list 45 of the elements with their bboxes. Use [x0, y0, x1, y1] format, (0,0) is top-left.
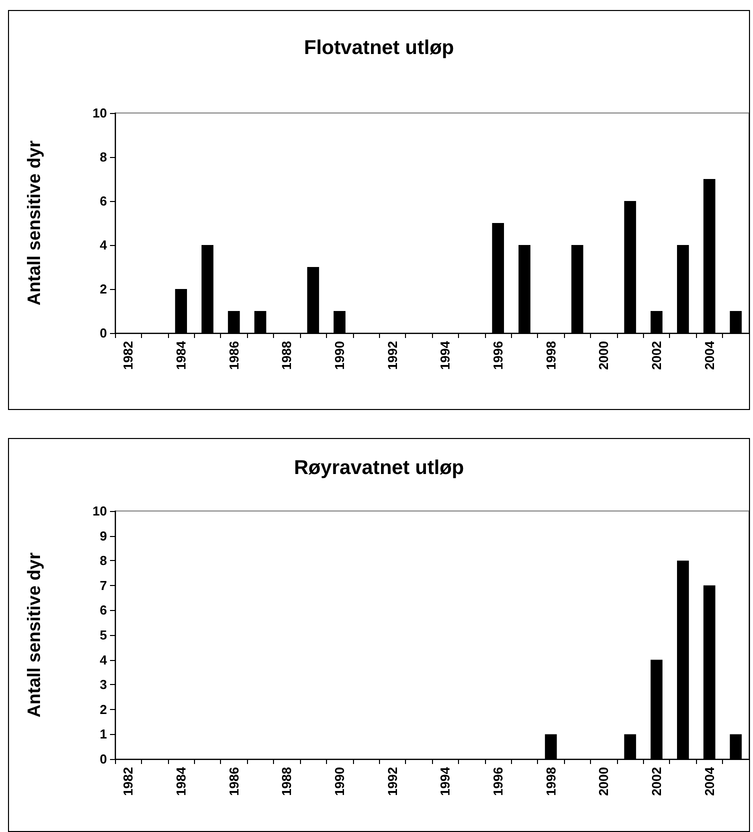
y-tick-label: 9: [100, 528, 107, 544]
y-tick-label: 2: [100, 282, 107, 296]
x-tick-label: 2000: [596, 341, 612, 370]
y-tick-label: 0: [100, 326, 107, 340]
y-tick-label: 4: [100, 238, 108, 252]
x-tick-label: 1996: [490, 341, 506, 370]
x-tick-label: 1994: [438, 340, 453, 370]
x-tick-label: 1986: [226, 341, 242, 370]
y-axis-title: Antall sensitive dyr: [24, 552, 44, 718]
y-tick-label: 6: [100, 194, 107, 208]
x-tick-label: 2000: [596, 767, 612, 796]
x-tick-label: 1984: [174, 340, 189, 370]
x-tick-label: 1996: [490, 767, 506, 796]
y-tick-label: 7: [100, 578, 107, 593]
x-tick-label: 1986: [226, 767, 242, 796]
y-tick-label: 2: [100, 702, 107, 717]
y-tick-label: 4: [100, 652, 108, 668]
x-tick-label: 1990: [332, 341, 348, 370]
y-tick-label: 10: [92, 106, 107, 120]
x-tick-label: 1988: [279, 767, 294, 796]
x-tick-label: 1984: [174, 766, 189, 796]
x-tick-label: 1992: [384, 341, 400, 370]
x-tick-label: 1982: [120, 767, 136, 796]
chart-title: Røyravatnet utløp: [294, 457, 464, 479]
x-tick-label: 1998: [543, 767, 558, 796]
y-tick-label: 6: [100, 602, 107, 618]
chart-title: Flotvatnet utløp: [304, 37, 454, 59]
y-tick-label: 8: [100, 553, 107, 568]
x-tick-label: 1994: [438, 766, 453, 796]
x-tick-label: 1988: [279, 341, 294, 370]
x-tick-label: 2004: [702, 766, 717, 796]
x-tick-label: 2002: [649, 767, 664, 796]
y-tick-label: 0: [100, 752, 107, 766]
x-tick-label: 2002: [649, 341, 664, 370]
x-tick-label: 1992: [384, 767, 400, 796]
y-axis-title: Antall sensitive dyr: [24, 140, 44, 306]
y-tick-label: 8: [100, 150, 107, 164]
y-tick-label: 3: [100, 677, 107, 692]
x-tick-label: 1998: [543, 341, 558, 370]
x-tick-label: 2004: [702, 340, 717, 370]
y-tick-label: 5: [100, 628, 107, 642]
x-tick-label: 1982: [120, 341, 136, 370]
y-tick-label: 1: [100, 726, 107, 742]
y-tick-label: 10: [92, 504, 107, 518]
x-tick-label: 1990: [332, 767, 348, 796]
